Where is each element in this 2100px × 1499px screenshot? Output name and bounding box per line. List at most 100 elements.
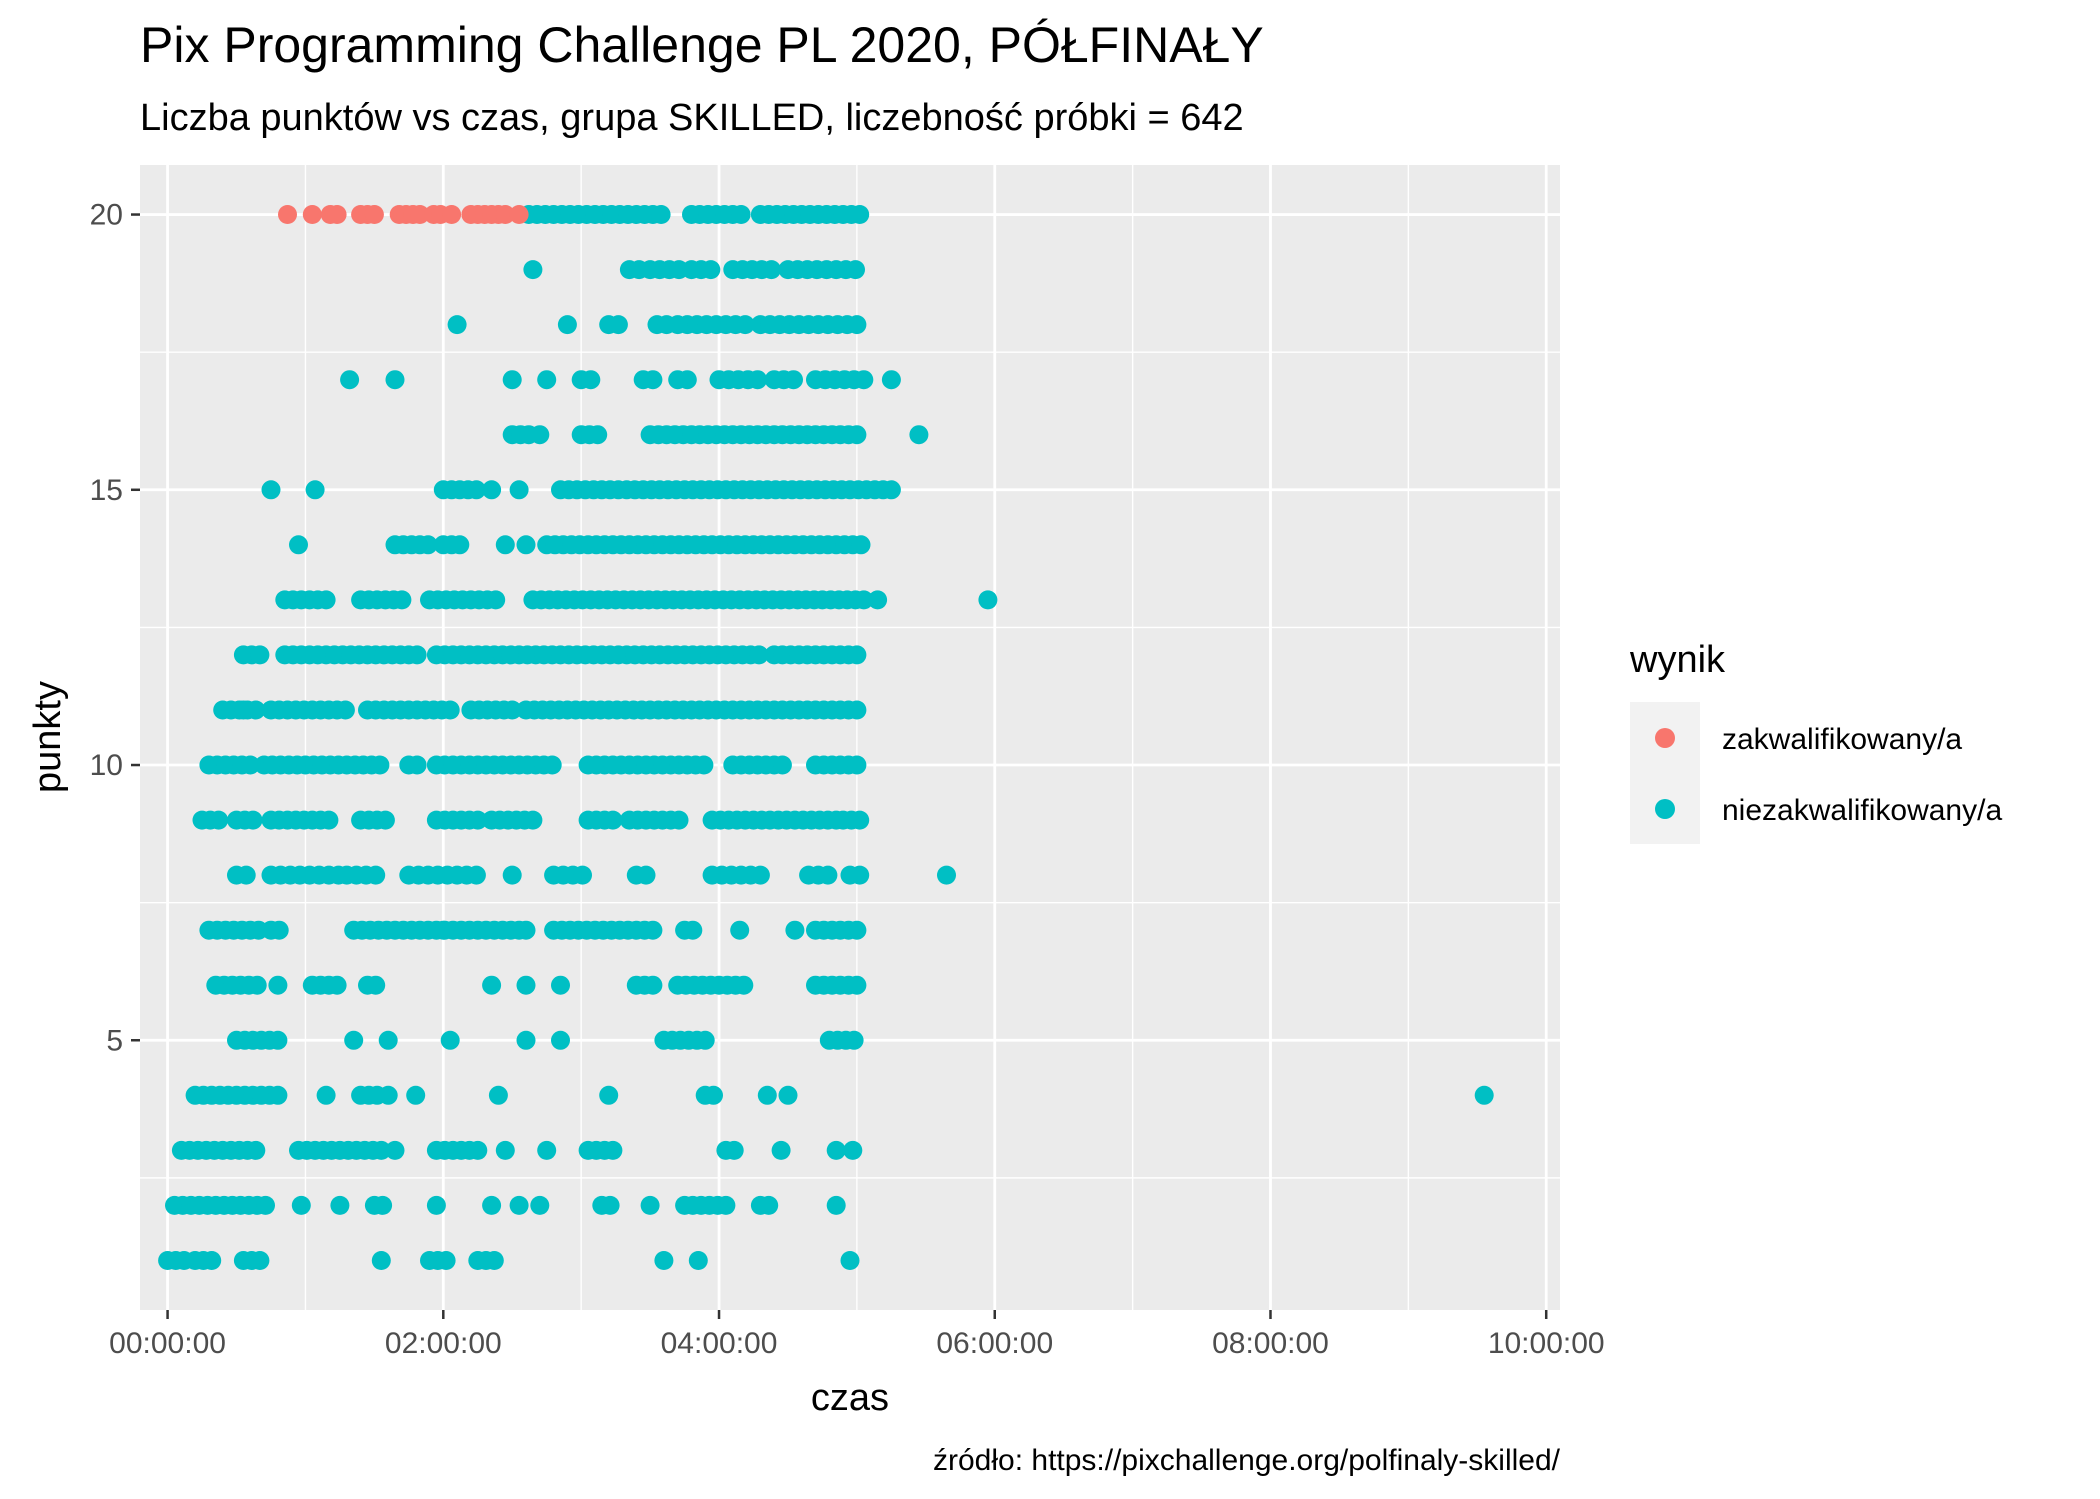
point-not-qualified	[868, 590, 888, 610]
legend-key-background	[1630, 702, 1700, 844]
point-not-qualified	[669, 810, 689, 830]
point-not-qualified	[1474, 1085, 1494, 1105]
legend-label-qualified: zakwalifikowany/a	[1722, 723, 1962, 756]
point-not-qualified	[447, 315, 467, 335]
y-axis-ticks: 5 10 15 20	[90, 199, 140, 1057]
y-axis-title: punkty	[27, 681, 69, 793]
point-not-qualified	[482, 975, 502, 995]
point-not-qualified	[209, 810, 229, 830]
point-not-qualified	[289, 535, 308, 555]
point-not-qualified	[468, 1140, 488, 1160]
point-not-qualified	[516, 1030, 536, 1050]
point-not-qualified	[385, 1140, 405, 1160]
point-not-qualified	[843, 1140, 863, 1160]
point-not-qualified	[909, 425, 929, 445]
point-not-qualified	[654, 1251, 674, 1270]
legend: wynik zakwalifikowany/a niezakwalifikowa…	[1629, 639, 2002, 844]
point-not-qualified	[482, 480, 502, 500]
legend-label-not-qualified: niezakwalifikowany/a	[1722, 794, 2002, 827]
point-not-qualified	[551, 1030, 570, 1050]
legend-key-not-qualified	[1655, 799, 1675, 819]
point-not-qualified	[850, 810, 870, 830]
point-not-qualified	[305, 480, 325, 500]
point-not-qualified	[250, 645, 270, 665]
point-not-qualified	[844, 1030, 864, 1050]
point-qualified	[495, 205, 515, 224]
point-not-qualified	[316, 1085, 336, 1105]
point-not-qualified	[851, 535, 871, 555]
point-not-qualified	[636, 865, 656, 885]
point-not-qualified	[846, 260, 865, 280]
point-not-qualified	[734, 975, 754, 995]
data-points	[158, 205, 1494, 1270]
point-not-qualified	[327, 975, 347, 995]
point-not-qualified	[600, 1195, 620, 1215]
point-not-qualified	[651, 205, 671, 224]
point-not-qualified	[509, 480, 529, 500]
point-not-qualified	[316, 590, 336, 610]
point-not-qualified	[850, 865, 870, 885]
point-not-qualified	[375, 810, 395, 830]
point-not-qualified	[370, 755, 390, 775]
point-not-qualified	[523, 260, 543, 280]
major-gridlines	[140, 165, 1560, 1310]
point-not-qualified	[246, 1140, 266, 1160]
point-not-qualified	[502, 700, 522, 720]
point-not-qualified	[495, 535, 515, 555]
point-qualified	[278, 205, 297, 224]
x-axis-ticks: 00:00:00 02:00:00 04:00:00 06:00:00 08:00:00…	[109, 1310, 1605, 1360]
point-not-qualified	[371, 1140, 391, 1160]
point-not-qualified	[557, 315, 577, 335]
point-not-qualified	[440, 1030, 460, 1050]
point-not-qualified	[268, 975, 288, 995]
point-not-qualified	[854, 590, 874, 610]
point-not-qualified	[247, 975, 267, 995]
point-not-qualified	[537, 370, 557, 390]
point-not-qualified	[881, 370, 901, 390]
point-not-qualified	[433, 920, 453, 940]
point-not-qualified	[385, 370, 405, 390]
point-not-qualified	[850, 205, 870, 224]
point-not-qualified	[818, 865, 838, 885]
point-not-qualified	[250, 1251, 270, 1270]
point-not-qualified	[530, 425, 550, 445]
point-not-qualified	[826, 1195, 846, 1215]
y-tick-label: 5	[106, 1024, 123, 1057]
point-not-qualified	[371, 1251, 391, 1270]
point-not-qualified	[440, 700, 460, 720]
point-not-qualified	[881, 480, 901, 500]
point-not-qualified	[688, 1251, 708, 1270]
point-not-qualified	[530, 1195, 550, 1215]
point-not-qualified	[683, 920, 703, 940]
point-qualified	[327, 205, 347, 224]
point-not-qualified	[750, 865, 770, 885]
point-not-qualified	[551, 975, 570, 995]
point-not-qualified	[373, 1195, 393, 1215]
point-not-qualified	[516, 920, 536, 940]
x-axis-title: czas	[811, 1377, 889, 1419]
point-qualified	[364, 205, 384, 224]
point-not-qualified	[724, 1140, 744, 1160]
point-not-qualified	[542, 755, 562, 775]
point-not-qualified	[268, 1085, 288, 1105]
point-not-qualified	[735, 315, 755, 335]
point-not-qualified	[488, 1085, 508, 1105]
point-not-qualified	[335, 700, 355, 720]
point-not-qualified	[731, 205, 751, 224]
point-not-qualified	[466, 480, 486, 500]
point-not-qualified	[730, 920, 750, 940]
point-not-qualified	[261, 480, 281, 500]
point-not-qualified	[256, 1195, 275, 1215]
x-tick-label: 10:00:00	[1488, 1327, 1605, 1360]
point-not-qualified	[847, 425, 867, 445]
chart-subtitle: Liczba punktów vs czas, grupa SKILLED, l…	[140, 97, 1244, 139]
point-not-qualified	[486, 590, 506, 610]
point-not-qualified	[269, 920, 289, 940]
point-not-qualified	[603, 810, 623, 830]
point-not-qualified	[937, 865, 956, 885]
point-not-qualified	[847, 755, 867, 775]
point-not-qualified	[502, 865, 522, 885]
point-not-qualified	[847, 645, 867, 665]
plot-panel	[140, 165, 1560, 1310]
